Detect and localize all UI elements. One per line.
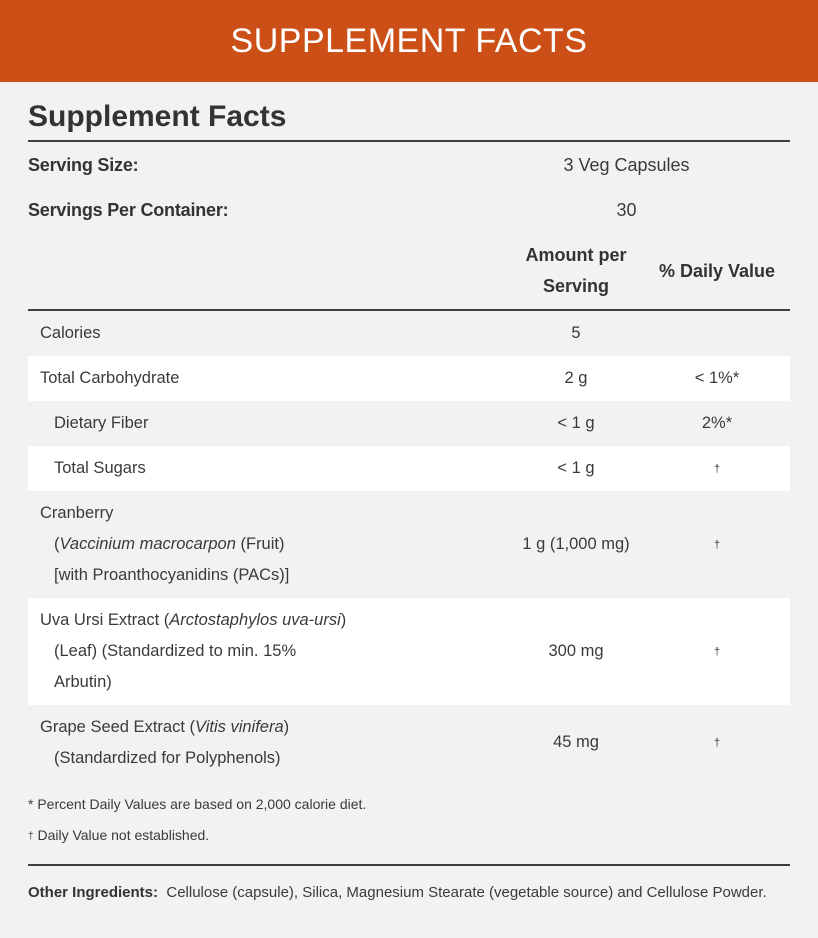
nutrient-daily-value: †: [713, 645, 721, 658]
supplement-facts-panel: Supplement Facts Serving Size: 3 Veg Cap…: [28, 82, 790, 906]
servings-per-container-row: Servings Per Container: 30: [28, 188, 790, 233]
nutrient-name: Cranberry (Vaccinium macrocarpon (Fruit)…: [40, 504, 290, 584]
nutrient-amount: 2 g: [564, 369, 588, 387]
servings-per-container-value: 30: [616, 200, 637, 220]
panel-title: Supplement Facts: [28, 100, 287, 133]
serving-size-row: Serving Size: 3 Veg Capsules: [28, 143, 790, 188]
footnotes: * Percent Daily Values are based on 2,00…: [28, 794, 790, 856]
table-row: Dietary Fiber < 1 g 2%*: [28, 401, 790, 446]
column-header-row: Amount per Serving % Daily Value: [28, 233, 790, 309]
table-row: Grape Seed Extract (Vitis vinifera) (Sta…: [28, 705, 790, 780]
dagger-footnote: † Daily Value not established.: [28, 827, 210, 843]
table-row: Uva Ursi Extract (Arctostaphylos uva-urs…: [28, 598, 790, 705]
nutrient-amount: 300 mg: [548, 642, 604, 660]
percent-footnote: * Percent Daily Values are based on 2,00…: [28, 796, 367, 812]
nutrient-daily-value: †: [713, 736, 721, 749]
nutrient-table: Calories 5 Total Carbohydrate 2 g < 1%* …: [28, 311, 790, 780]
other-ingredients-label: Other Ingredients:: [28, 884, 159, 901]
nutrient-amount: < 1 g: [557, 459, 595, 477]
nutrient-name: Total Sugars: [54, 459, 146, 477]
nutrient-daily-value: < 1%*: [694, 369, 740, 387]
table-row: Calories 5: [28, 311, 790, 356]
servings-per-container-label: Servings Per Container:: [28, 200, 229, 220]
table-row: Cranberry (Vaccinium macrocarpon (Fruit)…: [28, 491, 790, 598]
table-row: Total Carbohydrate 2 g < 1%*: [28, 356, 790, 401]
nutrient-name: Total Carbohydrate: [40, 369, 180, 387]
footer-divider: [28, 864, 790, 866]
serving-size-label: Serving Size:: [28, 155, 139, 175]
header-divider: [28, 309, 790, 311]
nutrient-name: Dietary Fiber: [54, 414, 149, 432]
banner-title: SUPPLEMENT FACTS: [230, 21, 588, 60]
nutrient-name: Calories: [40, 324, 101, 342]
serving-size-value: 3 Veg Capsules: [563, 155, 690, 175]
nutrient-amount: < 1 g: [557, 414, 595, 432]
amount-per-serving-header: Amount per Serving: [525, 245, 627, 296]
title-divider: [28, 140, 790, 142]
nutrient-amount: 45 mg: [553, 733, 599, 751]
nutrient-name: Uva Ursi Extract (Arctostaphylos uva-urs…: [40, 611, 347, 691]
header-banner: SUPPLEMENT FACTS: [0, 0, 818, 82]
nutrient-daily-value: †: [713, 462, 721, 475]
table-row: Total Sugars < 1 g †: [28, 446, 790, 491]
nutrient-daily-value: 2%*: [701, 414, 733, 432]
other-ingredients: Other Ingredients: Cellulose (capsule), …: [28, 880, 790, 906]
nutrient-daily-value: †: [713, 538, 721, 551]
daily-value-header: % Daily Value: [658, 260, 776, 281]
other-ingredients-text: Cellulose (capsule), Silica, Magnesium S…: [166, 884, 767, 901]
nutrient-amount: 1 g (1,000 mg): [522, 535, 630, 553]
nutrient-amount: 5: [571, 324, 581, 342]
nutrient-name: Grape Seed Extract (Vitis vinifera) (Sta…: [40, 717, 290, 767]
